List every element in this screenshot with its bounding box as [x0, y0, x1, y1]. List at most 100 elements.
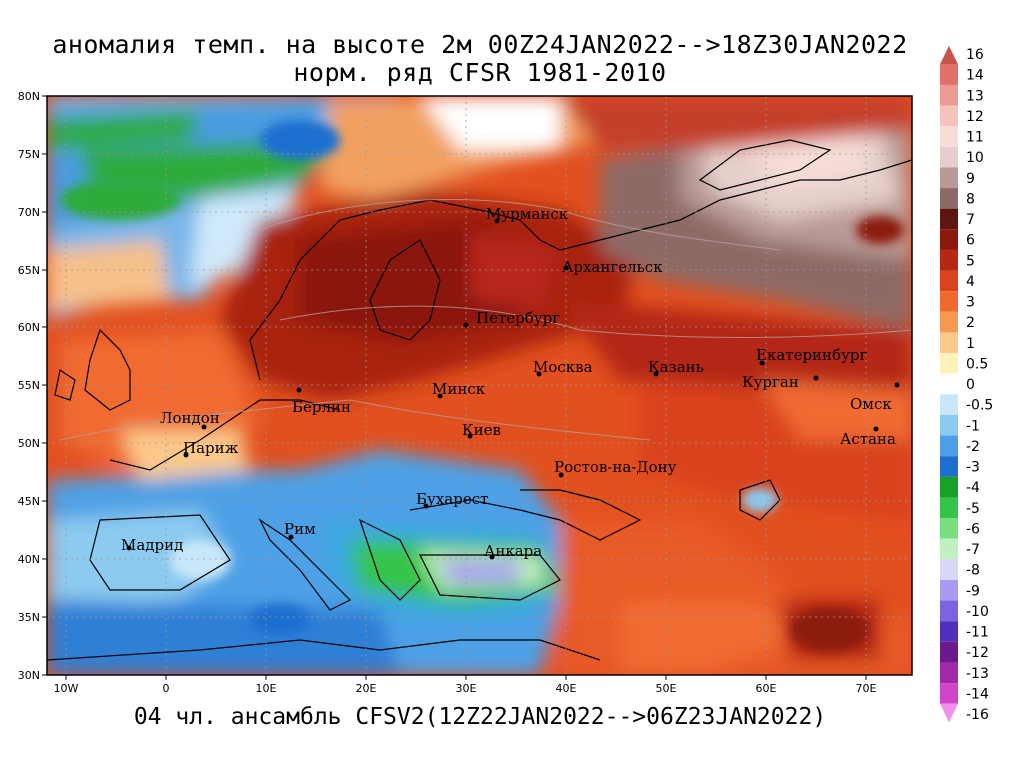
city-dot: [463, 322, 469, 328]
city-label: Мурманск: [486, 205, 569, 223]
colorbar-label: -7: [966, 542, 980, 558]
colorbar-label: 8: [966, 191, 975, 207]
city-label: Москва: [533, 358, 593, 376]
city-dot: [423, 503, 429, 509]
city-label: Берлин: [292, 398, 351, 416]
chart-title: аномалия темп. на высоте 2м 00Z24JAN2022…: [52, 30, 908, 59]
lat-label: 40N: [18, 553, 40, 566]
colorbar-swatch: [940, 662, 958, 684]
city-label: Киев: [462, 421, 501, 439]
colorbar-label: 16: [966, 47, 984, 63]
colorbar-swatch: [940, 229, 958, 250]
colorbar-label: 3: [966, 295, 975, 311]
colorbar-swatch: [940, 249, 958, 271]
colorbar-label: 2: [966, 315, 975, 331]
colorbar-label: -3: [966, 460, 980, 476]
colorbar-swatch: [940, 641, 958, 663]
lat-label: 60N: [18, 321, 40, 334]
colorbar-label: -1: [966, 418, 980, 434]
colorbar-label: 10: [966, 150, 984, 166]
lat-label: 30N: [18, 669, 40, 682]
colorbar-label: -5: [966, 501, 980, 517]
lat-label: 45N: [18, 495, 40, 508]
lat-labels: 80N 75N 70N 65N 60N 55N 50N 45N 40N 35N …: [18, 90, 40, 682]
city-dot: [296, 387, 302, 393]
city-dot: [558, 472, 564, 478]
city-label: Астана: [840, 430, 896, 448]
colorbar-swatch: [940, 600, 958, 622]
colorbar-swatch: [940, 456, 958, 477]
colorbar-swatch: [940, 270, 958, 292]
colorbar-label: -10: [966, 604, 989, 620]
lon-label: 40E: [556, 682, 577, 695]
colorbar-swatch: [940, 394, 958, 415]
city-label: Рим: [284, 520, 316, 538]
lon-label: 30E: [456, 682, 477, 695]
lon-label: 10W: [54, 682, 79, 695]
lon-label: 60E: [756, 682, 777, 695]
colorbar-label: 13: [966, 88, 984, 104]
colorbar-label: -11: [966, 625, 989, 641]
colorbar-swatch: [940, 146, 958, 168]
colorbar-label: 12: [966, 109, 984, 125]
city-dot: [759, 360, 765, 366]
city-label: Екатеринбург: [756, 346, 867, 364]
colorbar-label: -13: [966, 666, 989, 682]
lon-label: 20E: [356, 682, 377, 695]
colorbar-label: -0.5: [966, 398, 993, 414]
colorbar-swatch: [940, 476, 958, 498]
lon-label: 10E: [256, 682, 277, 695]
colorbar-swatch: [940, 435, 958, 457]
colorbar-swatch: [940, 84, 958, 106]
lat-label: 65N: [18, 264, 40, 277]
lat-label: 70N: [18, 206, 40, 219]
colorbar-label: 11: [966, 130, 984, 146]
lon-ticks: [65, 675, 867, 680]
colorbar-swatch: [940, 208, 958, 230]
colorbar-label: 0: [966, 377, 975, 393]
colorbar-swatch: [940, 291, 958, 312]
colorbar-swatch: [940, 45, 958, 65]
lat-ticks: [42, 95, 47, 676]
lon-label: 0: [163, 682, 170, 695]
colorbar-label: 14: [966, 68, 984, 84]
city-label: Анкара: [484, 542, 542, 560]
colorbar-label: 4: [966, 274, 975, 290]
city-label: Архангельск: [562, 258, 663, 276]
city-label: Курган: [742, 373, 799, 391]
colorbar-swatch: [940, 579, 958, 601]
city-label: Бухарест: [416, 490, 488, 508]
colorbar-label: -6: [966, 521, 980, 537]
colorbar-label: -8: [966, 563, 980, 579]
colorbar-swatch: [940, 167, 958, 189]
colorbar-swatch: [940, 559, 958, 580]
city-dot: [126, 545, 132, 551]
colorbar-label: 5: [966, 253, 975, 269]
city-dot: [653, 371, 659, 377]
city-label: Ростов-на-Дону: [554, 458, 677, 476]
lon-labels: 10W 0 10E 20E 30E 40E 50E 60E 70E: [54, 682, 877, 695]
colorbar-swatch: [940, 621, 958, 642]
city-markers: Мурманск Архангельск Петербург Москва Ка…: [121, 205, 900, 560]
lon-label: 70E: [856, 682, 877, 695]
city-dot: [467, 433, 473, 439]
city-dot: [437, 393, 443, 399]
lat-label: 50N: [18, 437, 40, 450]
chart-subtitle: норм. ряд CFSR 1981-2010: [293, 58, 667, 87]
city-label: Лондон: [160, 409, 220, 427]
colorbar: 16 14 13 12 11 10 9 8 7 6 5 4 3 2 1 0.5 0 -0.5 -1 -2 -3 -4 -5 -…: [940, 45, 993, 723]
colorbar-label: -12: [966, 645, 989, 661]
city-dot: [813, 375, 819, 381]
chart-footer: 04 чл. ансамбль CFSV2(12Z22JAN2022-->06Z…: [133, 704, 827, 730]
colorbar-label: -4: [966, 480, 980, 496]
colorbar-swatch: [940, 64, 958, 85]
lat-label: 35N: [18, 611, 40, 624]
city-label: Петербург: [476, 309, 560, 327]
colorbar-swatch: [940, 188, 958, 209]
colorbar-swatch: [940, 126, 958, 147]
colorbar-swatch: [940, 518, 958, 539]
colorbar-label: -16: [966, 707, 989, 723]
city-label: Мадрид: [121, 536, 183, 554]
colorbar-swatch: [940, 105, 958, 127]
colorbar-swatch: [940, 311, 958, 333]
